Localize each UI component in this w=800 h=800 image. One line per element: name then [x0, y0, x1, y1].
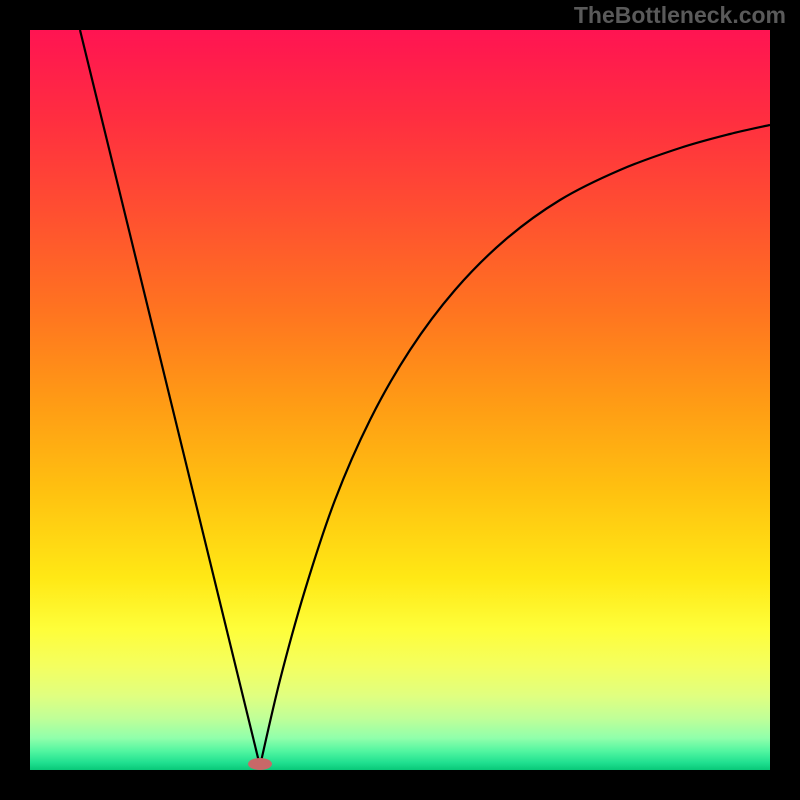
chart-svg — [30, 30, 770, 770]
vertex-marker — [248, 758, 272, 770]
background-gradient — [30, 30, 770, 770]
watermark-text: TheBottleneck.com — [574, 2, 786, 29]
plot-area — [30, 30, 770, 770]
bottleneck-chart: TheBottleneck.com — [0, 0, 800, 800]
